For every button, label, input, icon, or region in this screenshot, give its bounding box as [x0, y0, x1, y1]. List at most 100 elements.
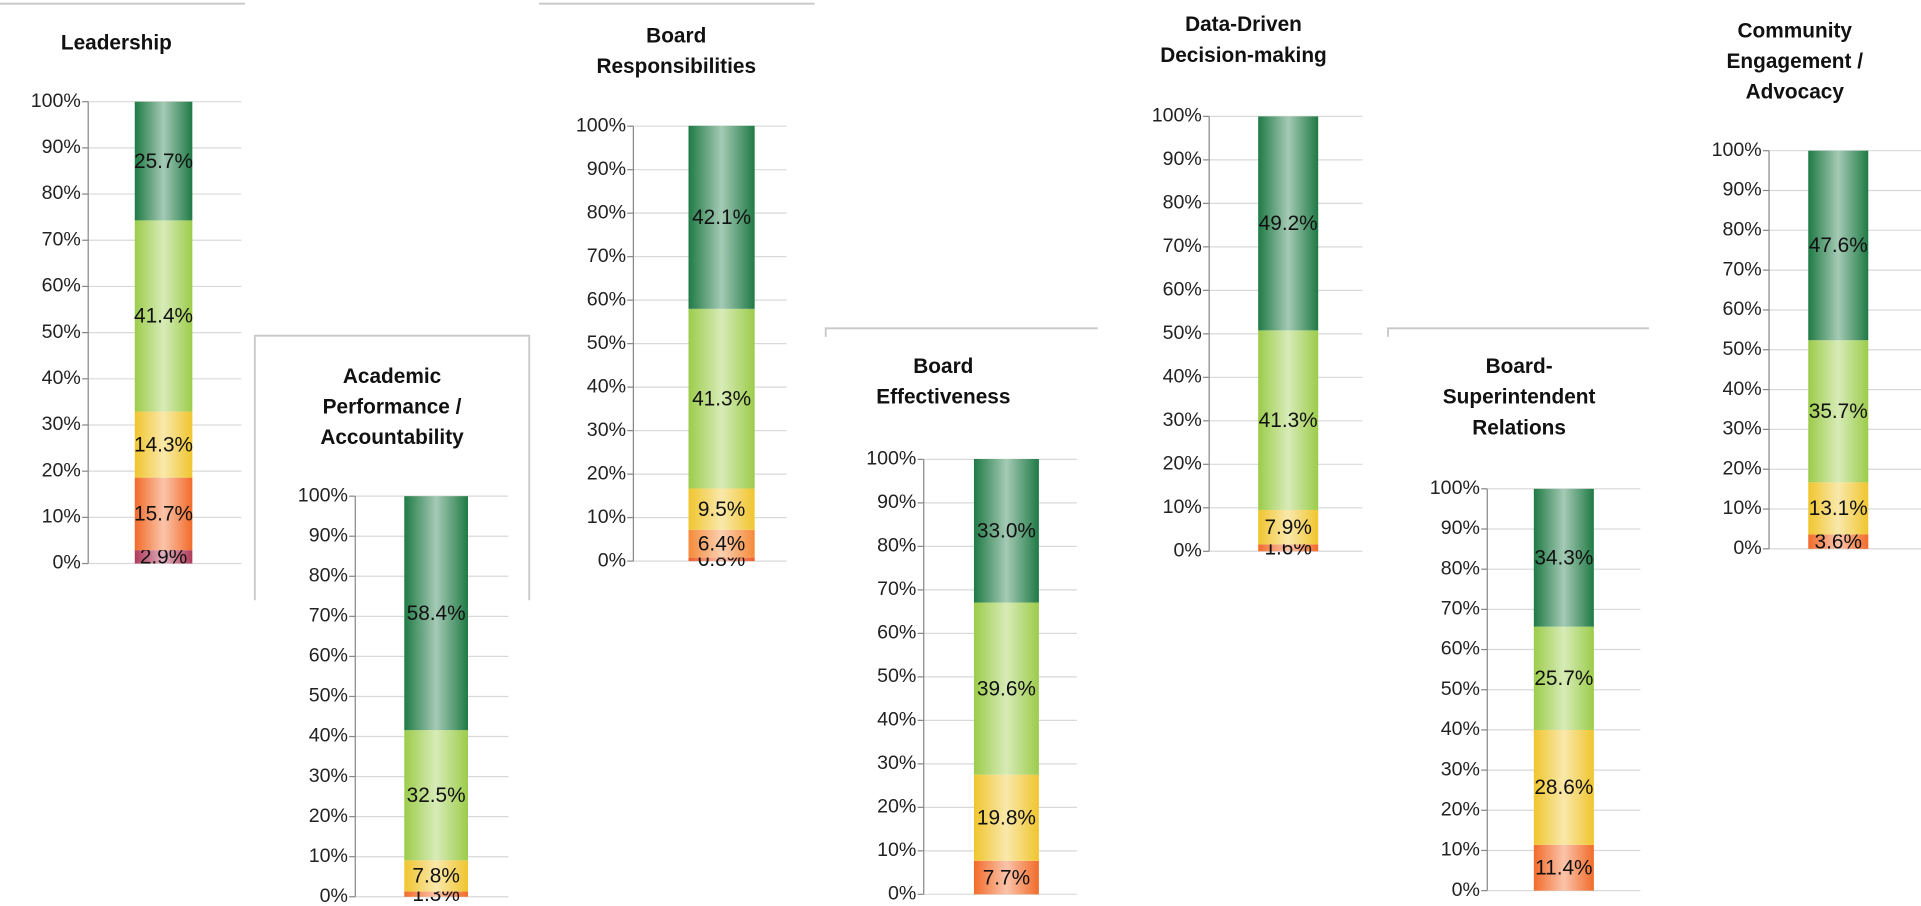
y-tick-label: 30%: [1441, 758, 1480, 780]
y-tick-label: 20%: [42, 459, 81, 481]
data-label: 33.0%: [977, 519, 1036, 542]
y-tick-label: 70%: [1441, 598, 1480, 620]
y-tick-label: 100%: [576, 114, 626, 136]
bar-segment: [1808, 150, 1869, 341]
y-tick-label: 30%: [309, 765, 348, 787]
y-tick-label: 0%: [320, 885, 348, 906]
chart-title: Community: [1738, 19, 1853, 42]
y-tick-label: 10%: [309, 845, 348, 867]
y-tick-label: 30%: [877, 752, 916, 774]
y-tick-label: 90%: [42, 136, 81, 158]
y-tick-label: 10%: [42, 506, 81, 528]
data-label: 42.1%: [692, 206, 751, 229]
y-tick-label: 50%: [309, 685, 348, 707]
y-tick-label: 10%: [1441, 839, 1480, 861]
y-tick-label: 70%: [309, 605, 348, 627]
data-label: 2.9%: [140, 546, 187, 569]
data-label: 7.8%: [412, 865, 459, 888]
data-label: 34.3%: [1534, 546, 1593, 569]
bar-segment: [134, 101, 193, 221]
bar-segment: [134, 220, 193, 412]
y-tick-label: 40%: [1441, 718, 1480, 740]
y-tick-label: 90%: [587, 158, 626, 180]
y-tick-label: 20%: [877, 796, 916, 818]
bar-segment: [1808, 340, 1869, 483]
chart-title: Data-Driven: [1185, 13, 1302, 36]
data-label: 25.7%: [134, 150, 193, 173]
chart-title: Accountability: [320, 426, 464, 449]
y-tick-label: 50%: [1163, 322, 1202, 344]
panel-border: [1387, 327, 1649, 337]
y-tick-label: 80%: [1722, 218, 1761, 240]
y-tick-label: 60%: [309, 645, 348, 667]
bar-segment: [1533, 844, 1594, 891]
y-tick-label: 60%: [587, 288, 626, 310]
y-tick-label: 70%: [42, 228, 81, 250]
y-tick-label: 90%: [1441, 517, 1480, 539]
y-tick-label: 0%: [1452, 879, 1480, 901]
chart-title: Advocacy: [1746, 81, 1845, 104]
y-tick-label: 100%: [1152, 105, 1202, 127]
data-label: 6.4%: [698, 532, 745, 555]
chart: Board Effectiveness 0% 10% 20% 30% 40% 50% 60% 70…: [866, 355, 1077, 904]
data-label: 13.1%: [1809, 497, 1868, 520]
y-tick-label: 40%: [1163, 366, 1202, 388]
bar-segment: [973, 774, 1039, 861]
bar-segment: [404, 496, 468, 731]
y-tick-label: 60%: [42, 275, 81, 297]
chart: Academic Performance / Accountability 0% 10%…: [298, 365, 509, 906]
y-tick-label: 40%: [587, 375, 626, 397]
y-tick-label: 80%: [309, 564, 348, 586]
data-label: 58.4%: [407, 602, 466, 625]
bar-segment: [1258, 544, 1319, 552]
y-tick-label: 30%: [587, 419, 626, 441]
y-tick-label: 40%: [1722, 378, 1761, 400]
y-tick-label: 40%: [42, 367, 81, 389]
y-tick-label: 100%: [1712, 139, 1762, 161]
chart-title: Board-: [1486, 355, 1553, 378]
panel-border: [253, 334, 531, 601]
y-tick-label: 40%: [877, 709, 916, 731]
bar-segment: [404, 860, 468, 892]
chart-title: Superintendent: [1443, 386, 1596, 409]
y-tick-label: 80%: [42, 182, 81, 204]
bar-segment: [1808, 534, 1869, 549]
y-tick-label: 30%: [1722, 418, 1761, 440]
bar-segment: [404, 891, 468, 897]
y-tick-label: 0%: [1733, 537, 1761, 559]
bar-segment: [973, 458, 1039, 603]
y-tick-label: 0%: [1173, 539, 1201, 561]
y-tick-label: 100%: [1430, 477, 1480, 499]
chart: Board- Superintendent Relations 0% 10% 20% 30%…: [1430, 355, 1641, 901]
chart-title: Board: [913, 355, 973, 378]
y-tick-label: 80%: [587, 201, 626, 223]
y-tick-label: 60%: [877, 622, 916, 644]
bar-segment: [688, 529, 755, 558]
data-label: 28.6%: [1534, 776, 1593, 799]
data-label: 41.4%: [134, 305, 193, 328]
bar-segment: [1258, 116, 1319, 331]
chart: Board Responsibilities 0% 10% 20% 30% 40% 50% 60…: [576, 24, 787, 571]
data-label: 49.2%: [1259, 212, 1318, 235]
y-tick-label: 70%: [877, 578, 916, 600]
bar-segment: [134, 411, 193, 478]
bar-segment: [973, 860, 1039, 895]
data-label: 9.5%: [698, 498, 745, 521]
chart-title: Leadership: [61, 32, 172, 55]
y-tick-label: 90%: [877, 491, 916, 513]
chart-title: Performance /: [323, 395, 462, 418]
bar-segment: [688, 125, 755, 309]
bar-segment: [1258, 509, 1319, 545]
y-tick-label: 10%: [1163, 496, 1202, 518]
chart-title: Relations: [1472, 416, 1566, 439]
data-label: 7.7%: [983, 866, 1030, 889]
panel-borders: [0, 2, 1649, 601]
y-tick-label: 100%: [866, 448, 916, 470]
y-tick-label: 70%: [1163, 235, 1202, 257]
data-label: 7.9%: [1264, 516, 1311, 539]
bar-segment: [404, 730, 468, 861]
y-tick-label: 30%: [42, 413, 81, 435]
bar-segment: [973, 602, 1039, 775]
